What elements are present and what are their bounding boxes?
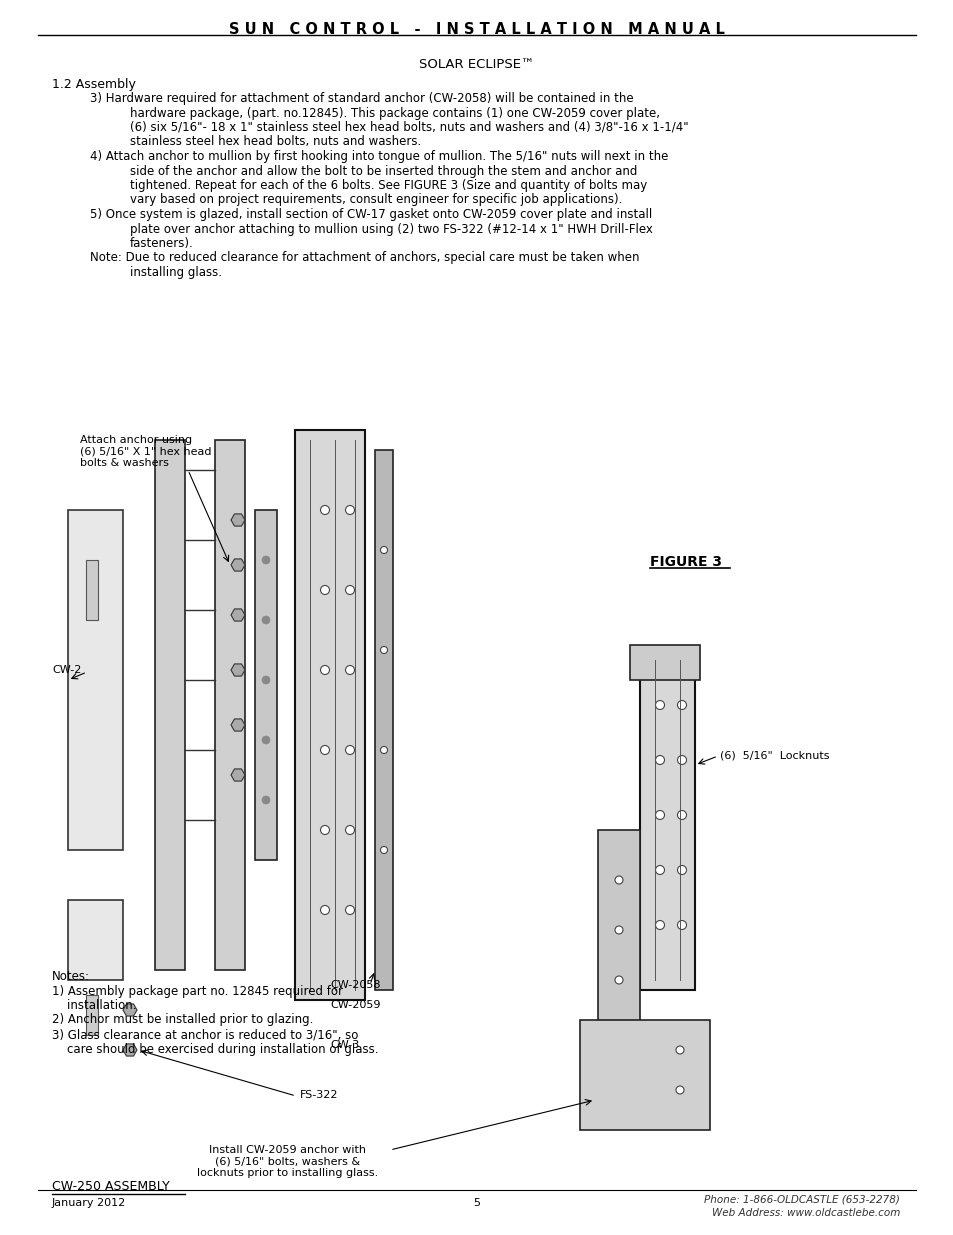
Circle shape bbox=[677, 866, 686, 874]
Circle shape bbox=[655, 866, 664, 874]
Text: tightened. Repeat for each of the 6 bolts. See FIGURE 3 (Size and quantity of bo: tightened. Repeat for each of the 6 bolt… bbox=[130, 179, 646, 191]
Text: 4) Attach anchor to mullion by first hooking into tongue of mullion. The 5/16" n: 4) Attach anchor to mullion by first hoo… bbox=[90, 149, 668, 163]
Circle shape bbox=[320, 666, 329, 674]
Circle shape bbox=[345, 585, 355, 594]
Text: CW-3: CW-3 bbox=[330, 1040, 359, 1050]
Circle shape bbox=[320, 505, 329, 515]
Text: 2) Anchor must be installed prior to glazing.: 2) Anchor must be installed prior to gla… bbox=[52, 1014, 313, 1026]
Text: Note: Due to reduced clearance for attachment of anchors, special care must be t: Note: Due to reduced clearance for attac… bbox=[90, 252, 639, 264]
Circle shape bbox=[345, 905, 355, 914]
Text: S U N   C O N T R O L   -   I N S T A L L A T I O N   M A N U A L: S U N C O N T R O L - I N S T A L L A T … bbox=[229, 22, 724, 37]
FancyBboxPatch shape bbox=[579, 1020, 709, 1130]
Circle shape bbox=[320, 585, 329, 594]
Text: (6) six 5/16"- 18 x 1" stainless steel hex head bolts, nuts and washers and (4) : (6) six 5/16"- 18 x 1" stainless steel h… bbox=[130, 121, 688, 135]
Text: Attach anchor using
(6) 5/16" X 1" hex head
bolts & washers: Attach anchor using (6) 5/16" X 1" hex h… bbox=[80, 435, 212, 468]
Circle shape bbox=[345, 666, 355, 674]
Text: CW-2059: CW-2059 bbox=[330, 1000, 380, 1010]
FancyBboxPatch shape bbox=[375, 450, 393, 990]
Text: 5: 5 bbox=[473, 1198, 480, 1208]
Text: 1.2 Assembly: 1.2 Assembly bbox=[52, 78, 135, 91]
Text: CW-250 ASSEMBLY: CW-250 ASSEMBLY bbox=[52, 1179, 170, 1193]
Text: side of the anchor and allow the bolt to be inserted through the stem and anchor: side of the anchor and allow the bolt to… bbox=[130, 164, 637, 178]
Circle shape bbox=[655, 920, 664, 930]
Circle shape bbox=[262, 556, 270, 564]
Circle shape bbox=[345, 825, 355, 835]
Circle shape bbox=[320, 746, 329, 755]
Circle shape bbox=[262, 616, 270, 624]
Text: installing glass.: installing glass. bbox=[130, 266, 222, 279]
Circle shape bbox=[345, 746, 355, 755]
Circle shape bbox=[262, 736, 270, 743]
Circle shape bbox=[615, 976, 622, 984]
Circle shape bbox=[380, 746, 387, 753]
Circle shape bbox=[380, 547, 387, 553]
Text: Install CW-2059 anchor with
(6) 5/16" bolts, washers &
locknuts prior to install: Install CW-2059 anchor with (6) 5/16" bo… bbox=[197, 1145, 378, 1178]
Polygon shape bbox=[123, 1044, 137, 1056]
Text: stainless steel hex head bolts, nuts and washers.: stainless steel hex head bolts, nuts and… bbox=[130, 136, 421, 148]
Text: installation.: installation. bbox=[52, 999, 136, 1011]
Circle shape bbox=[677, 700, 686, 709]
FancyBboxPatch shape bbox=[214, 440, 245, 969]
Text: Web Address: www.oldcastlebe.com: Web Address: www.oldcastlebe.com bbox=[711, 1208, 899, 1218]
Polygon shape bbox=[231, 609, 245, 621]
Circle shape bbox=[676, 1086, 683, 1094]
Text: 1) Assembly package part no. 12845 required for: 1) Assembly package part no. 12845 requi… bbox=[52, 984, 343, 998]
Text: CW-2: CW-2 bbox=[52, 664, 81, 676]
Circle shape bbox=[320, 905, 329, 914]
Text: Phone: 1-866-OLDCASTLE (653-2278): Phone: 1-866-OLDCASTLE (653-2278) bbox=[703, 1195, 899, 1205]
Polygon shape bbox=[231, 719, 245, 731]
Text: Notes:: Notes: bbox=[52, 969, 90, 983]
Circle shape bbox=[655, 700, 664, 709]
Polygon shape bbox=[231, 559, 245, 571]
Text: January 2012: January 2012 bbox=[52, 1198, 126, 1208]
Circle shape bbox=[320, 825, 329, 835]
Text: care should be exercised during installation of glass.: care should be exercised during installa… bbox=[52, 1042, 378, 1056]
Circle shape bbox=[615, 876, 622, 884]
FancyBboxPatch shape bbox=[598, 830, 639, 1030]
Text: plate over anchor attaching to mullion using (2) two FS-322 (#12-14 x 1" HWH Dri: plate over anchor attaching to mullion u… bbox=[130, 222, 652, 236]
FancyBboxPatch shape bbox=[154, 440, 185, 969]
Circle shape bbox=[655, 810, 664, 820]
Circle shape bbox=[262, 676, 270, 684]
Text: CW-2058: CW-2058 bbox=[330, 981, 380, 990]
FancyBboxPatch shape bbox=[294, 430, 365, 1000]
FancyBboxPatch shape bbox=[629, 645, 700, 680]
Text: SOLAR ECLIPSE™: SOLAR ECLIPSE™ bbox=[419, 58, 534, 70]
FancyBboxPatch shape bbox=[68, 510, 123, 850]
Text: FS-322: FS-322 bbox=[299, 1091, 338, 1100]
Text: 5) Once system is glazed, install section of CW-17 gasket onto CW-2059 cover pla: 5) Once system is glazed, install sectio… bbox=[90, 207, 652, 221]
Circle shape bbox=[677, 920, 686, 930]
Text: 3) Hardware required for attachment of standard anchor (CW-2058) will be contain: 3) Hardware required for attachment of s… bbox=[90, 91, 633, 105]
Text: hardware package, (part. no.12845). This package contains (1) one CW-2059 cover : hardware package, (part. no.12845). This… bbox=[130, 106, 659, 120]
Circle shape bbox=[677, 810, 686, 820]
Circle shape bbox=[655, 756, 664, 764]
Text: FIGURE 3: FIGURE 3 bbox=[649, 555, 721, 569]
FancyBboxPatch shape bbox=[639, 650, 695, 990]
Polygon shape bbox=[231, 514, 245, 526]
FancyBboxPatch shape bbox=[86, 995, 98, 1035]
FancyBboxPatch shape bbox=[86, 559, 98, 620]
Circle shape bbox=[262, 797, 270, 804]
Polygon shape bbox=[123, 1004, 137, 1016]
Text: vary based on project requirements, consult engineer for specific job applicatio: vary based on project requirements, cons… bbox=[130, 194, 621, 206]
Polygon shape bbox=[231, 664, 245, 676]
Circle shape bbox=[380, 646, 387, 653]
Circle shape bbox=[345, 505, 355, 515]
Circle shape bbox=[380, 846, 387, 853]
FancyBboxPatch shape bbox=[68, 900, 123, 981]
Circle shape bbox=[615, 926, 622, 934]
Text: fasteners).: fasteners). bbox=[130, 237, 193, 249]
Text: 3) Glass clearance at anchor is reduced to 3/16", so: 3) Glass clearance at anchor is reduced … bbox=[52, 1028, 358, 1041]
Polygon shape bbox=[231, 769, 245, 781]
FancyBboxPatch shape bbox=[254, 510, 276, 860]
Text: (6)  5/16"  Locknuts: (6) 5/16" Locknuts bbox=[720, 750, 828, 760]
Circle shape bbox=[676, 1046, 683, 1053]
Circle shape bbox=[677, 756, 686, 764]
